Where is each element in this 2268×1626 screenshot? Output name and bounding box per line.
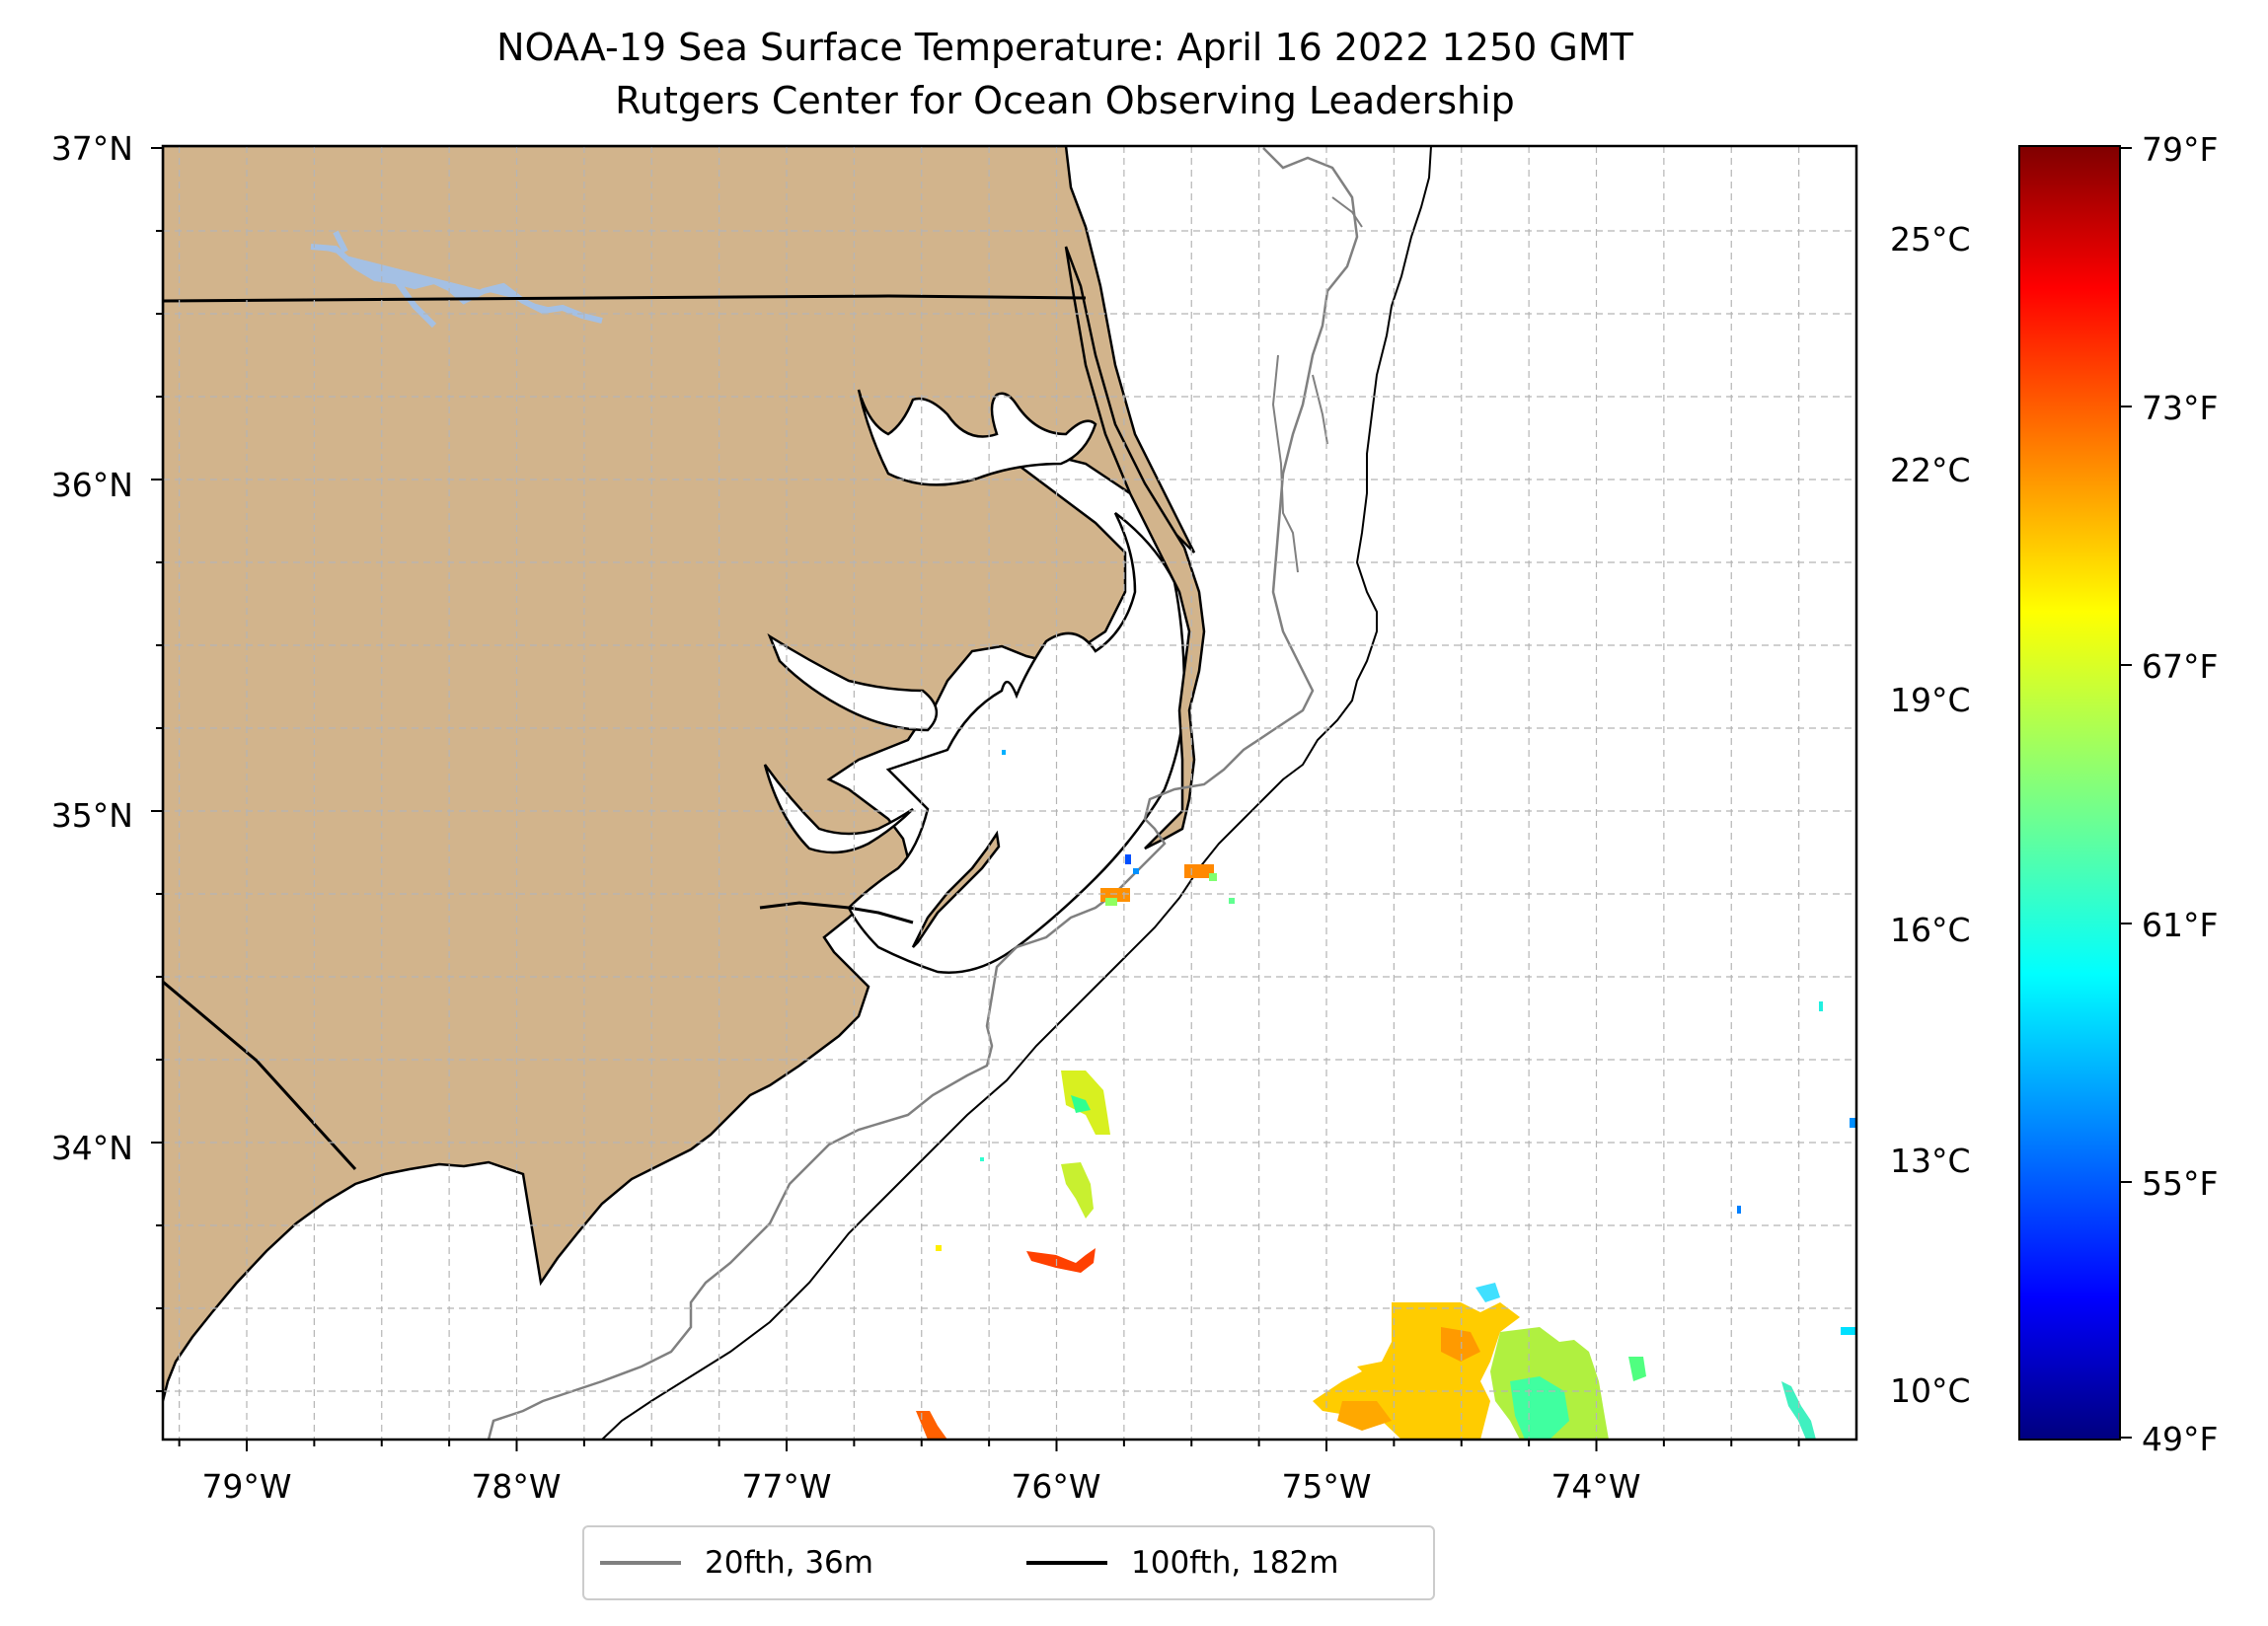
colorbar-c-label: 19°C	[1890, 681, 1971, 719]
lon-tick-label: 76°W	[1011, 1467, 1100, 1506]
legend-swatch	[1026, 1561, 1107, 1565]
colorbar-f-label: 67°F	[2142, 647, 2218, 686]
sst-patch	[1071, 1095, 1091, 1113]
lon-tick-label: 79°W	[201, 1467, 291, 1506]
sst-patch	[1229, 898, 1235, 904]
lon-tick-label: 74°W	[1550, 1467, 1640, 1506]
colorbar-f-label: 55°F	[2142, 1164, 2218, 1203]
colorbar-f-label: 73°F	[2142, 389, 2218, 427]
legend-item-20fth: 20fth, 36m	[600, 1527, 873, 1598]
nc-sc-border	[163, 980, 357, 1171]
sst-patch	[1475, 1283, 1500, 1302]
neuse-river	[763, 764, 914, 854]
lat-tick-label: 36°N	[51, 466, 133, 504]
sst-patch	[980, 1157, 984, 1161]
sst-patch	[936, 1245, 942, 1251]
sst-patch	[1133, 868, 1139, 874]
legend-item-100fth: 100fth, 182m	[1026, 1527, 1338, 1598]
lon-tick-label: 75°W	[1281, 1467, 1371, 1506]
colorbar-c-label: 22°C	[1890, 451, 1971, 489]
lon-tick-label: 78°W	[471, 1467, 561, 1506]
sst-patch	[1737, 1206, 1741, 1214]
map-title: NOAA-19 Sea Surface Temperature: April 1…	[496, 26, 1633, 69]
sst-patch	[1628, 1357, 1646, 1381]
colorbar-f-label: 49°F	[2142, 1420, 2218, 1458]
sst-patch	[1510, 1376, 1569, 1440]
isobath-20fth	[487, 147, 1359, 1440]
sst-patch	[1819, 1001, 1823, 1011]
colorbar-f-label: 79°F	[2142, 130, 2218, 169]
colorbar-c-label: 16°C	[1890, 911, 1971, 949]
sst-patch	[1850, 1118, 1856, 1128]
sst-patch	[916, 1411, 947, 1440]
core-banks	[911, 830, 1001, 948]
albemarle-sound	[857, 389, 1097, 486]
sst-patch	[1841, 1327, 1856, 1335]
isobath-20fth-shoals	[1271, 196, 1363, 573]
colorbar-c-label: 25°C	[1890, 220, 1971, 259]
sst-patch	[1026, 1248, 1096, 1273]
pamlico-sound	[847, 512, 1186, 974]
sst-patch	[1441, 1327, 1480, 1362]
legend-label: 20fth, 36m	[705, 1545, 873, 1581]
legend-label: 100fth, 182m	[1131, 1545, 1339, 1581]
map-area	[163, 146, 1856, 1440]
sst-patch	[1337, 1401, 1392, 1431]
map-frame	[161, 144, 1858, 1441]
sst-patch	[1002, 750, 1006, 755]
colorbar: 79°F 73°F 67°F 61°F 55°F 49°F 25°C 22°C …	[1890, 130, 2218, 1458]
colorbar-c-label: 10°C	[1890, 1371, 1971, 1410]
sst-patch	[1209, 873, 1217, 881]
nc-va-border	[163, 294, 1087, 303]
isobath-legend: 20fth, 36m 100fth, 182m	[582, 1525, 1435, 1600]
lat-tick-label: 35°N	[51, 796, 133, 835]
pamlico-river	[767, 632, 938, 732]
sst-patch	[1061, 1162, 1094, 1219]
sst-patch	[1105, 898, 1117, 906]
isobath-100fth	[601, 146, 1432, 1440]
sst-patch	[1781, 1381, 1816, 1440]
colorbar-f-label: 61°F	[2142, 906, 2218, 944]
colorbar-ticks	[2120, 147, 2132, 1439]
kerr-lake	[310, 230, 603, 329]
lat-tick-label: 34°N	[51, 1129, 133, 1167]
sst-patch	[1125, 854, 1131, 864]
colorbar-c-label: 13°C	[1890, 1142, 1971, 1180]
lat-tick-label: 37°N	[51, 129, 133, 168]
sst-patches	[916, 750, 1856, 1440]
gridlines	[163, 146, 1856, 1440]
legend-swatch	[600, 1561, 681, 1565]
colorbar-gradient	[2018, 145, 2121, 1441]
axis-ticks	[151, 147, 1800, 1451]
map-subtitle: Rutgers Center for Ocean Observing Leade…	[615, 79, 1515, 122]
lon-tick-label: 77°W	[741, 1467, 831, 1506]
